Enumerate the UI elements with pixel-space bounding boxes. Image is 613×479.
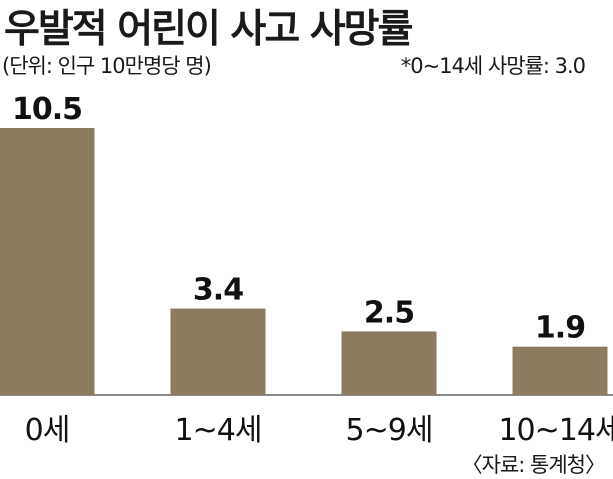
- bar-0: [0, 128, 95, 395]
- value-label-2: 2.5: [364, 295, 414, 330]
- value-label-3: 1.9: [535, 311, 585, 346]
- unit-note: (단위: 인구 10만명당 명): [2, 54, 212, 78]
- category-label-2: 5~9세: [346, 413, 433, 448]
- source-note: 〈자료: 통계청〉: [461, 453, 606, 477]
- total-rate-note: *0~14세 사망률: 3.0: [400, 54, 586, 78]
- bar-1: [170, 308, 266, 395]
- chart-title: 우발적 어린이 사고 사망률: [4, 7, 413, 52]
- bar-3: [512, 346, 608, 395]
- category-label-1: 1~4세: [175, 413, 262, 448]
- value-label-0: 10.5: [12, 92, 82, 127]
- bar-2: [341, 331, 437, 395]
- category-label-3: 10~14세: [498, 413, 613, 448]
- category-label-0: 0세: [25, 413, 70, 448]
- value-label-1: 3.4: [193, 273, 243, 308]
